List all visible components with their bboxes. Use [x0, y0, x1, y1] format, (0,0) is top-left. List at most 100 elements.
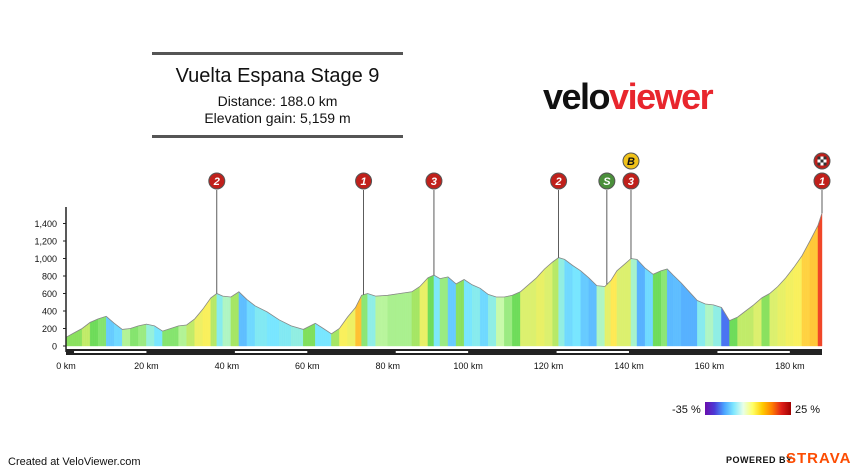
finish-flag-cell: [820, 162, 824, 166]
title-top-rule: [152, 52, 403, 55]
profile-slice: [473, 285, 477, 347]
profile-slice: [451, 279, 455, 347]
profile-slice: [399, 292, 402, 347]
profile-slice: [482, 289, 485, 347]
profile-slice: [250, 302, 254, 347]
profile-slice: [425, 277, 429, 347]
profile-slice: [351, 309, 354, 347]
profile-slice: [713, 304, 716, 347]
profile-slice: [79, 328, 83, 347]
y-tick-label: 400: [42, 307, 57, 317]
profile-slice: [668, 270, 672, 347]
profile-slice: [132, 326, 135, 347]
profile-slice: [749, 306, 752, 347]
profile-slice: [303, 328, 306, 347]
marker-climb-circle: [622, 172, 640, 190]
profile-slice: [419, 283, 423, 347]
profile-slice: [81, 326, 85, 347]
profile-slice: [373, 295, 376, 347]
finish-flag-cell: [823, 159, 827, 163]
profile-slice: [479, 287, 483, 347]
profile-slice: [775, 286, 778, 347]
profile-slice: [230, 295, 234, 347]
profile-slice: [504, 296, 507, 347]
profile-slice: [200, 308, 203, 347]
profile-slice: [660, 269, 664, 347]
profile-slice: [71, 332, 75, 347]
profile-slice: [755, 300, 758, 347]
stage-distance: Distance: 188.0 km: [217, 93, 338, 109]
strava-logo[interactable]: STRAVA: [786, 450, 852, 467]
profile-slice: [361, 294, 364, 347]
profile-slice: [793, 263, 797, 347]
profile-slice: [87, 321, 91, 347]
profile-slice: [441, 277, 445, 347]
profile-slice: [369, 293, 372, 347]
profile-slice: [570, 263, 573, 347]
stage-elevation-gain: Elevation gain: 5,159 m: [204, 110, 351, 126]
profile-slice: [683, 284, 686, 347]
profile-fill-group: [65, 212, 823, 347]
profile-slice: [437, 277, 441, 347]
profile-outline-group: [65, 212, 823, 338]
profile-slice: [182, 324, 185, 347]
profile-slice: [415, 287, 419, 347]
profile-slice: [735, 316, 738, 347]
profile-slice: [574, 266, 577, 347]
profile-slice: [664, 268, 668, 347]
profile-slice: [325, 329, 328, 347]
veloviewer-logo[interactable]: veloviewer: [543, 76, 714, 118]
profile-slice: [280, 320, 284, 347]
profile-slice: [644, 267, 648, 347]
profile-slice: [144, 323, 147, 347]
credit-text[interactable]: Created at VeloViewer.com: [8, 456, 141, 468]
profile-slice: [703, 302, 706, 347]
profile-slice: [180, 325, 183, 347]
profile-slice: [548, 263, 551, 347]
profile-slice: [409, 291, 413, 347]
profile-slice: [77, 329, 81, 347]
profile-slice: [733, 317, 736, 347]
profile-slice: [534, 277, 537, 347]
x-tick-label: 100 km: [453, 361, 483, 371]
profile-slice: [803, 248, 807, 347]
x-tick-label: 180 km: [775, 361, 805, 371]
profile-slice: [272, 315, 276, 347]
x-tick-label: 0 km: [56, 361, 76, 371]
profile-slice: [397, 293, 400, 347]
gradient-legend-min: -35 %: [672, 404, 701, 416]
profile-slice: [463, 279, 467, 347]
y-tick-label: 800: [42, 272, 57, 282]
y-tick-label: 200: [42, 324, 57, 334]
profile-slice: [532, 279, 535, 347]
profile-slice: [112, 321, 115, 347]
profile-slice: [260, 308, 264, 347]
profile-slice: [321, 326, 324, 347]
profile-markers-group: 2 1 3 2 S 3 B 1: [208, 152, 831, 295]
profile-slice: [311, 323, 314, 347]
profile-slice: [747, 307, 750, 347]
profile-slice: [636, 258, 640, 347]
profile-slice: [494, 296, 497, 347]
profile-slice: [695, 297, 698, 347]
profile-slice: [558, 257, 561, 347]
profile-slice: [278, 319, 282, 347]
y-tick-label: 1,200: [34, 237, 57, 247]
profile-slice: [156, 326, 159, 347]
marker-sprint-circle: [598, 172, 616, 190]
profile-slice: [407, 291, 411, 347]
finish-flag-cell: [820, 156, 824, 160]
profile-slice: [293, 326, 296, 347]
profile-slice: [540, 270, 543, 347]
profile-slice: [124, 328, 127, 347]
profile-slice: [546, 265, 549, 347]
y-tick-label: 0: [52, 342, 57, 352]
y-tick-label: 1,400: [34, 219, 57, 229]
profile-slice: [817, 219, 821, 347]
profile-slice: [471, 284, 475, 347]
profile-slice: [447, 276, 451, 347]
profile-outline: [65, 212, 823, 338]
profile-slice: [178, 325, 181, 347]
profile-slice: [490, 294, 493, 347]
profile-slice: [69, 333, 73, 347]
